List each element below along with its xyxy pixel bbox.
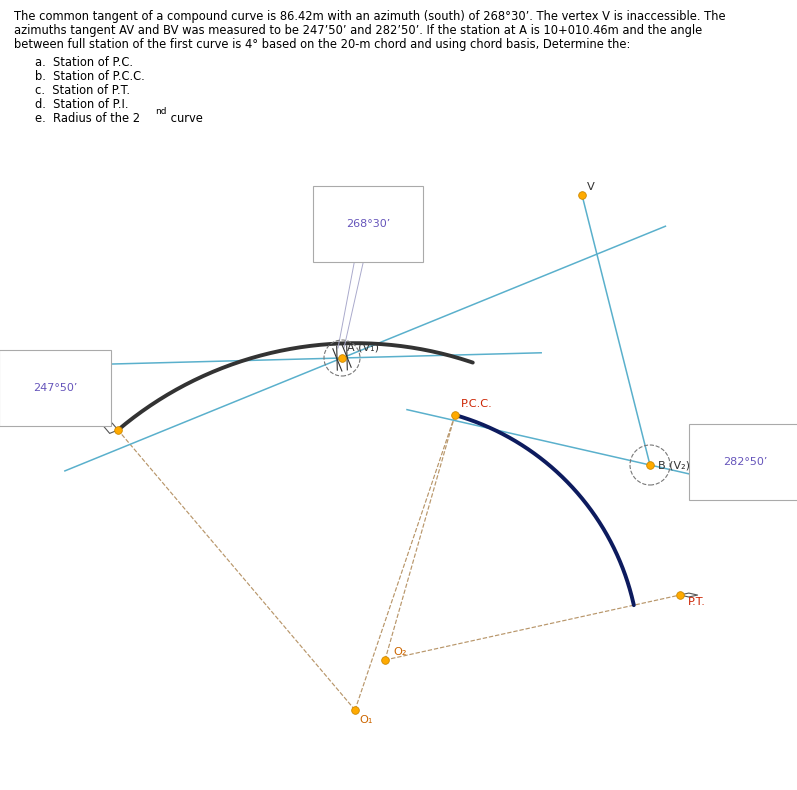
Text: A (V₁): A (V₁) bbox=[347, 343, 379, 353]
Text: between full station of the first curve is 4° based on the 20-m chord and using : between full station of the first curve … bbox=[14, 38, 630, 51]
Text: c.  Station of P.T.: c. Station of P.T. bbox=[35, 84, 130, 97]
Text: e.  Radius of the 2: e. Radius of the 2 bbox=[35, 112, 140, 125]
Text: azimuths tangent AV and BV was measured to be 247’50’ and 282’50’. If the statio: azimuths tangent AV and BV was measured … bbox=[14, 24, 702, 37]
Text: a.  Station of P.C.: a. Station of P.C. bbox=[35, 56, 133, 69]
Text: 268°30’: 268°30’ bbox=[346, 219, 390, 229]
Text: nd: nd bbox=[155, 107, 167, 116]
Text: P.C.C.: P.C.C. bbox=[461, 399, 493, 409]
Text: The common tangent of a compound curve is 86.42m with an azimuth (south) of 268°: The common tangent of a compound curve i… bbox=[14, 10, 725, 23]
Text: B (V₂): B (V₂) bbox=[658, 460, 690, 470]
Text: 282°50’: 282°50’ bbox=[723, 457, 768, 467]
Text: O₂: O₂ bbox=[393, 647, 406, 657]
Text: P.T.: P.T. bbox=[688, 597, 706, 607]
Text: P.C.: P.C. bbox=[92, 412, 113, 422]
Text: O₁: O₁ bbox=[359, 715, 372, 725]
Text: d.  Station of P.I.: d. Station of P.I. bbox=[35, 98, 128, 111]
Text: b.  Station of P.C.C.: b. Station of P.C.C. bbox=[35, 70, 145, 83]
Text: 247°50’: 247°50’ bbox=[33, 383, 77, 393]
Text: V: V bbox=[587, 182, 595, 192]
Text: curve: curve bbox=[167, 112, 203, 125]
